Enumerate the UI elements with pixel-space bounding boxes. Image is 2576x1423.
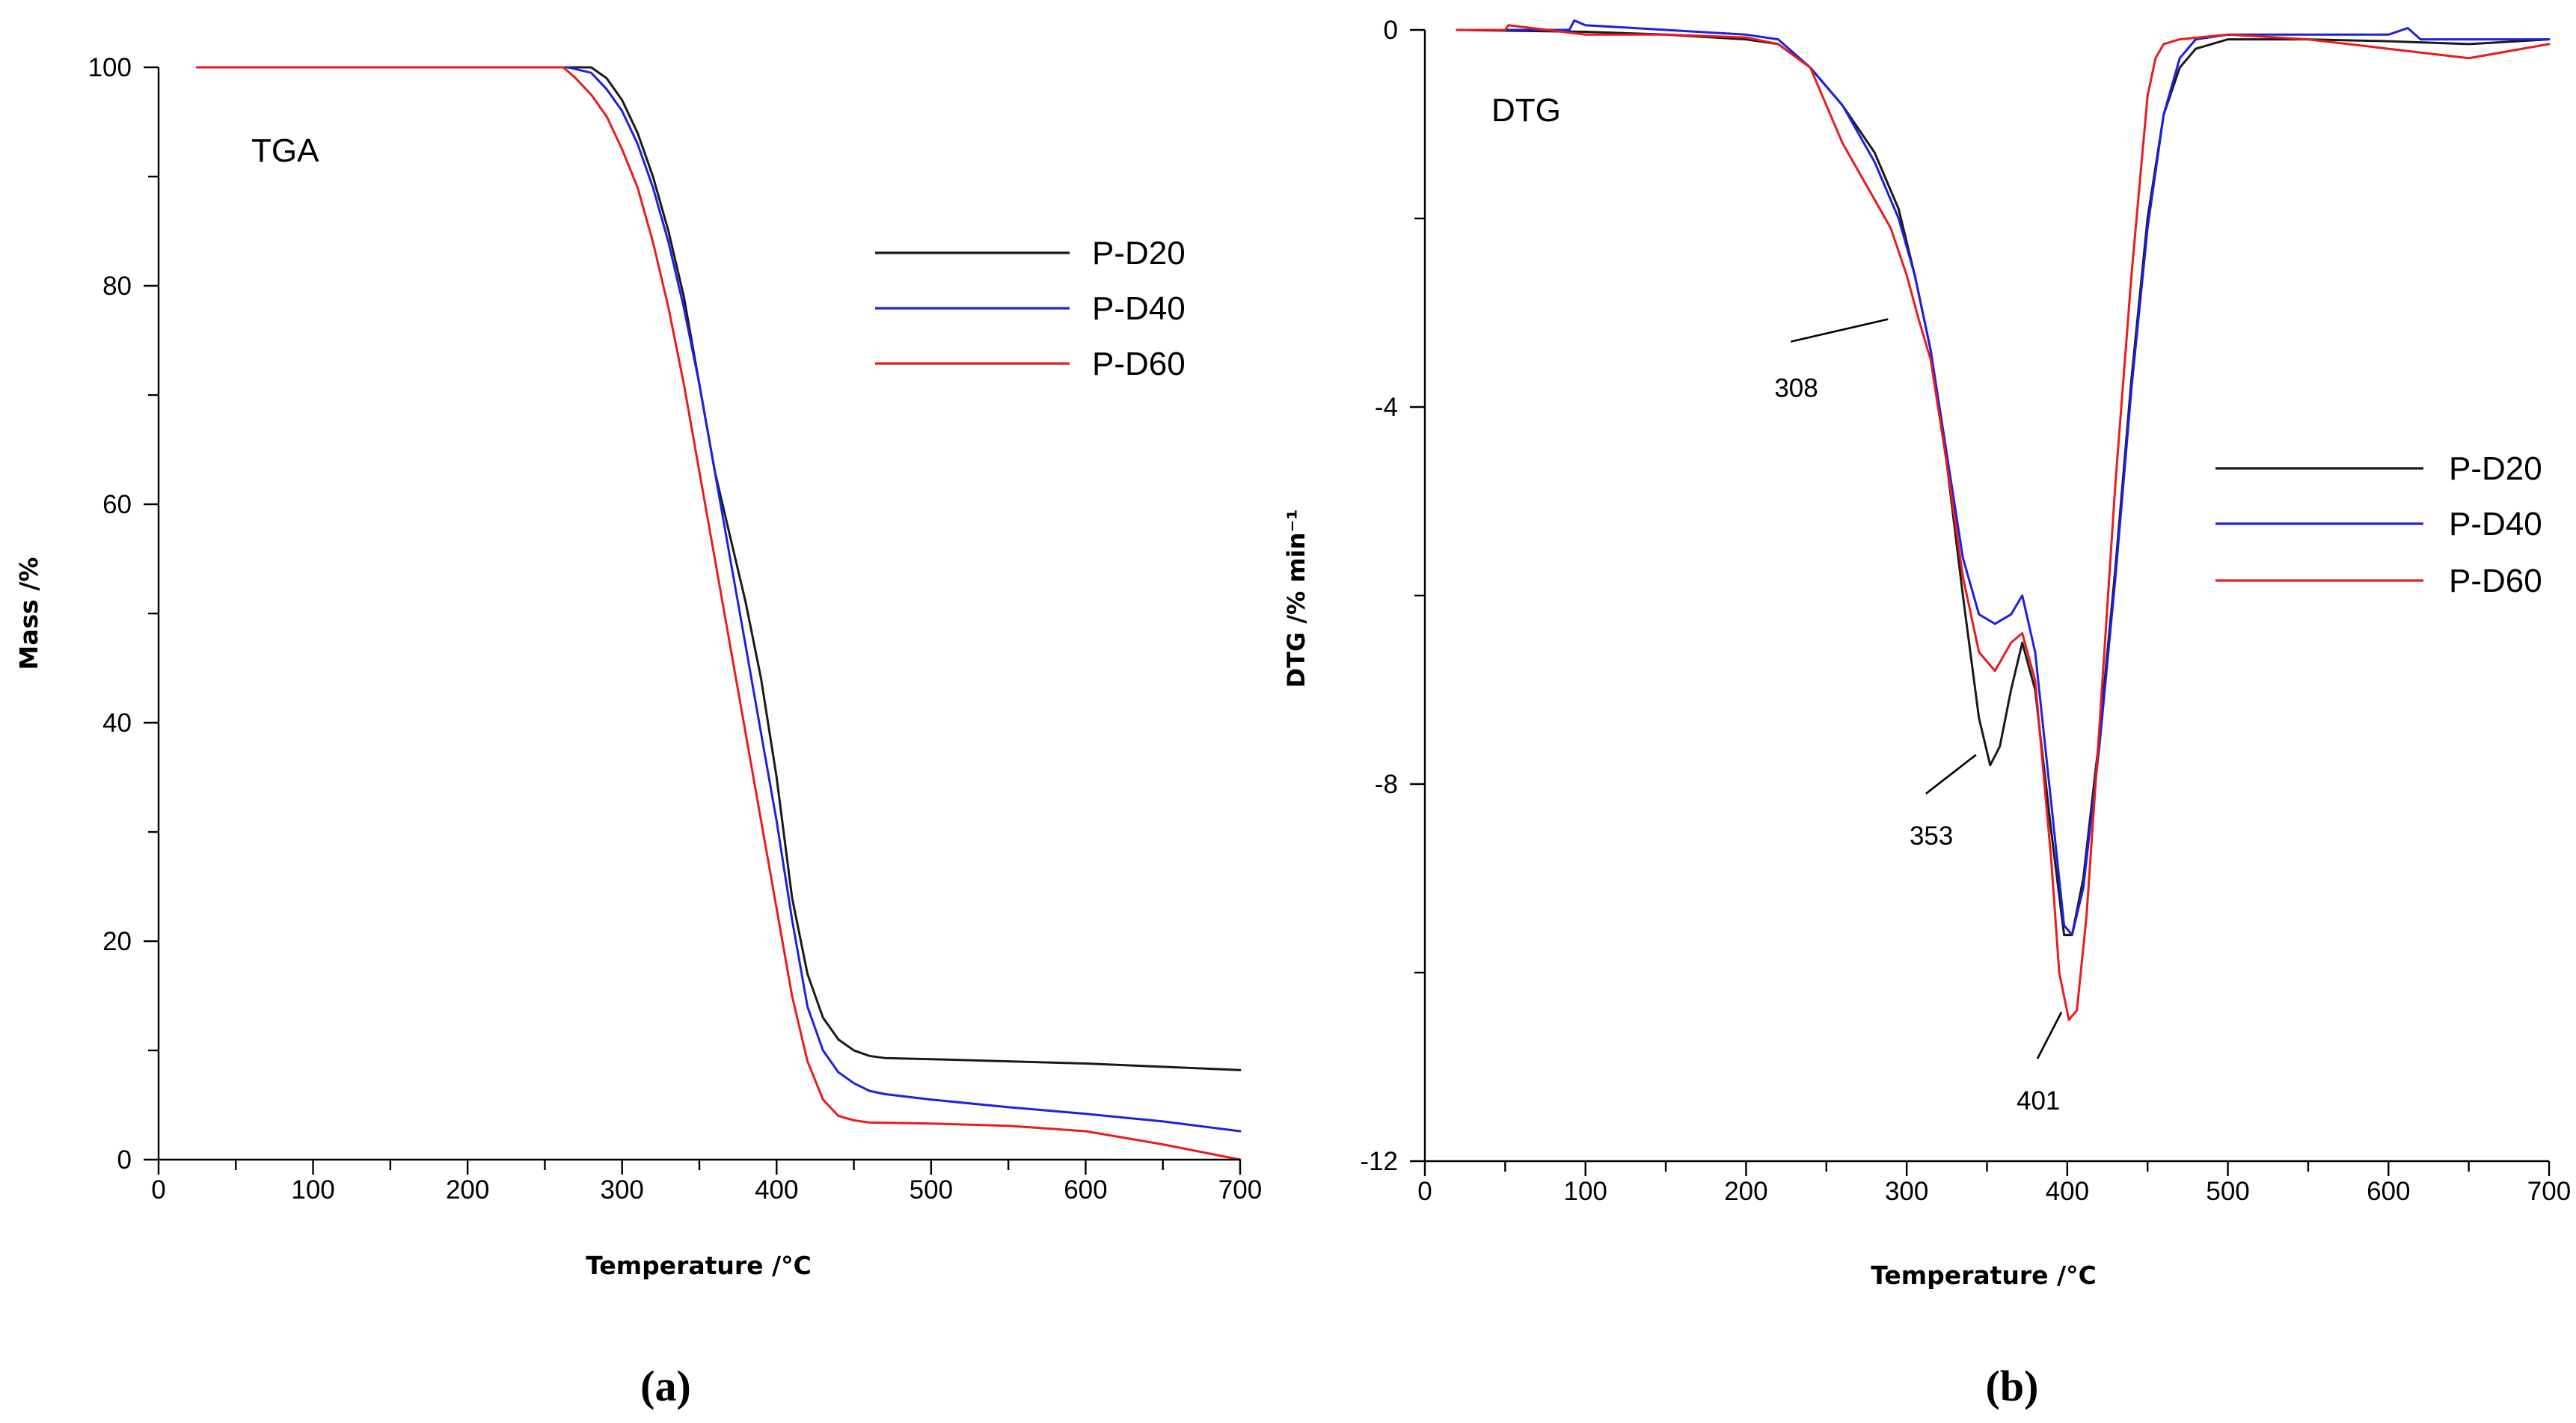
subfigure-label-a: (a) (640, 1362, 691, 1410)
legend-label-p-d40: P-D40 (2449, 506, 2542, 542)
y-tick-label: -8 (1375, 770, 1398, 799)
tga-tick-labels: 0 100 200 300 400 500 600 700 0 20 40 60 80 100 (88, 53, 1263, 1205)
x-tick-label: 500 (910, 1175, 953, 1205)
series-line-p-d40 (1456, 19, 2551, 937)
dtg-x-axis-title: Temperature /°C (1871, 1261, 2097, 1290)
legend-label-p-d60: P-D60 (2449, 563, 2542, 599)
dtg-panel: 0 100 200 300 400 500 600 700 0 -4 -8 -12 308 353 401… (1282, 16, 2571, 1410)
x-tick-label: 0 (151, 1175, 165, 1205)
tga-ticks (144, 66, 1242, 1175)
y-tick-label: -4 (1375, 393, 1398, 422)
dtg-panel-label: DTG (1491, 92, 1561, 129)
y-tick-label: 80 (102, 272, 132, 301)
legend-label-p-d20: P-D20 (1092, 235, 1186, 272)
x-tick-label: 400 (2046, 1177, 2089, 1206)
dtg-tick-labels: 0 100 200 300 400 500 600 700 0 -4 -8 -12 (1360, 16, 2571, 1206)
legend-label-p-d20: P-D20 (2449, 450, 2542, 487)
y-tick-label: -12 (1360, 1147, 1398, 1176)
y-tick-label: 0 (1384, 16, 1398, 45)
x-tick-label: 300 (601, 1175, 644, 1205)
y-tick-label: 100 (88, 53, 132, 82)
tga-y-axis-title: Mass /% (14, 557, 43, 670)
x-tick-label: 700 (1218, 1175, 1262, 1205)
x-tick-label: 700 (2527, 1177, 2571, 1206)
x-tick-label: 200 (446, 1175, 489, 1205)
annotation-leader (1925, 753, 1977, 795)
series-line-p-d60 (196, 66, 1242, 1161)
series-line-p-d60 (1456, 24, 2551, 1021)
tga-series (196, 66, 1242, 1161)
dtg-ticks (1410, 28, 2551, 1176)
series-line-p-d20 (1456, 28, 2551, 937)
tga-legend: P-D20 P-D40 P-D60 (875, 235, 1186, 382)
series-line-p-d20 (196, 66, 1242, 1071)
x-tick-label: 500 (2206, 1177, 2249, 1206)
legend-label-p-d40: P-D40 (1092, 290, 1186, 327)
y-tick-label: 40 (102, 709, 132, 738)
y-tick-label: 60 (102, 490, 132, 519)
annotation-leader (1791, 318, 1889, 343)
dtg-series (1456, 19, 2551, 1021)
annotation-label: 353 (1910, 821, 1953, 851)
x-tick-label: 0 (1417, 1177, 1432, 1206)
annotation-label: 308 (1774, 374, 1818, 403)
series-line-p-d40 (196, 66, 1242, 1133)
x-tick-label: 200 (1724, 1177, 1767, 1206)
tga-x-axis-title: Temperature /°C (586, 1251, 812, 1280)
x-tick-label: 600 (2367, 1177, 2410, 1206)
dtg-legend: P-D20 P-D40 P-D60 (2215, 450, 2542, 599)
tga-panel: 0 100 200 300 400 500 600 700 0 20 40 60 80 100 TGA T… (14, 53, 1262, 1410)
dtg-annotations: 308 353 401 (1774, 318, 2063, 1116)
x-tick-label: 400 (755, 1175, 798, 1205)
subfigure-label-b: (b) (1986, 1362, 2039, 1410)
x-tick-label: 300 (1885, 1177, 1928, 1206)
annotation-leader (2036, 1012, 2063, 1059)
x-tick-label: 600 (1064, 1175, 1107, 1205)
legend-label-p-d60: P-D60 (1092, 346, 1186, 382)
y-tick-label: 20 (102, 927, 132, 956)
x-tick-label: 100 (1564, 1177, 1607, 1206)
annotation-label: 401 (2017, 1086, 2060, 1116)
y-tick-label: 0 (117, 1145, 132, 1175)
dtg-y-axis-title: DTG /% min⁻¹ (1282, 509, 1310, 688)
x-tick-label: 100 (291, 1175, 334, 1205)
tga-panel-label: TGA (251, 132, 319, 169)
